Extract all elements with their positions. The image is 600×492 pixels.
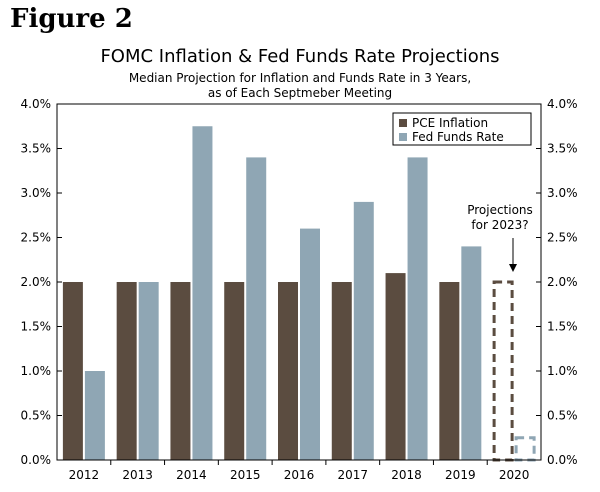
bar-fed-funds-rate-2016 xyxy=(300,228,320,460)
annotation-arrow-head xyxy=(509,264,517,272)
bar-fed-funds-rate-2012 xyxy=(84,371,105,460)
y-tick-label-right: 2.0% xyxy=(547,275,578,289)
bar-pce-inflation-2018 xyxy=(385,273,406,460)
bar-fed-funds-rate-2014 xyxy=(192,126,213,460)
x-tick-label-2016: 2016 xyxy=(284,468,315,482)
x-tick-label-2020: 2020 xyxy=(499,468,530,482)
bar-fed-funds-rate-2017 xyxy=(353,201,374,460)
x-tick-label-2019: 2019 xyxy=(445,468,476,482)
x-tick-label-2014: 2014 xyxy=(176,468,207,482)
projection-bar-fed-funds-rate xyxy=(514,436,536,462)
x-tick-label-2017: 2017 xyxy=(338,468,369,482)
y-tick-label-right: 1.0% xyxy=(547,364,578,378)
y-tick-label-left: 1.5% xyxy=(21,320,52,334)
x-tick-label-2013: 2013 xyxy=(122,468,153,482)
chart-title: FOMC Inflation & Fed Funds Rate Projecti… xyxy=(100,46,500,67)
y-tick-label-right: 1.5% xyxy=(547,320,578,334)
legend-box xyxy=(392,112,532,146)
x-tick-label-2015: 2015 xyxy=(230,468,261,482)
y-tick-label-left: 2.0% xyxy=(21,275,52,289)
y-tick-label-right: 3.0% xyxy=(547,186,578,200)
legend-label-pce-inflation: PCE Inflation xyxy=(412,116,488,130)
y-tick-label-right: 0.0% xyxy=(547,453,578,467)
chart-subtitle-line-1: Median Projection for Inflation and Fund… xyxy=(128,71,472,85)
bar-pce-inflation-2015 xyxy=(224,282,245,460)
chart-subtitle-line-2: as of Each Septmeber Meeting xyxy=(207,86,393,100)
projection-annotation: Projections for 2023? xyxy=(467,203,533,272)
y-tick-label-left: 4.0% xyxy=(21,97,52,111)
figure-label: Figure 2 xyxy=(10,4,133,34)
bar-pce-inflation-2013 xyxy=(116,282,137,460)
y-tick-label-left: 0.0% xyxy=(21,453,52,467)
bars-layer xyxy=(62,126,536,462)
bar-pce-inflation-2014 xyxy=(170,282,191,460)
bar-fed-funds-rate-2015 xyxy=(246,157,267,460)
bar-pce-inflation-2019 xyxy=(439,282,460,460)
y-tick-label-left: 1.0% xyxy=(21,364,52,378)
annotation-line-1: Projections xyxy=(467,203,533,217)
y-tick-label-right: 0.5% xyxy=(547,409,578,423)
bar-fed-funds-rate-2019 xyxy=(461,246,482,460)
bar-pce-inflation-2016 xyxy=(278,282,298,460)
y-tick-label-left: 0.5% xyxy=(21,409,52,423)
y-tick-label-left: 2.5% xyxy=(21,231,52,245)
x-tick-label-2012: 2012 xyxy=(69,468,100,482)
legend-swatch-fed-funds-rate xyxy=(399,133,407,141)
y-tick-label-right: 4.0% xyxy=(547,97,578,111)
y-tick-label-right: 3.5% xyxy=(547,142,578,156)
annotation-line-2: for 2023? xyxy=(471,218,528,232)
y-tick-label-left: 3.5% xyxy=(21,142,52,156)
legend-swatch-pce-inflation xyxy=(399,119,407,127)
legend-label-fed-funds-rate: Fed Funds Rate xyxy=(412,130,504,144)
ticks-layer: 0.0% 0.0% 0.5% 0.5% 1.0% 1.0% 1.5% 1.5% 2.0% 2.0%… xyxy=(21,97,578,482)
legend: PCE Inflation Fed Funds Rate xyxy=(392,112,532,146)
bar-fed-funds-rate-2018 xyxy=(407,157,428,460)
projection-bar-pce-inflation xyxy=(492,280,514,462)
bar-fed-funds-rate-2013 xyxy=(138,282,159,460)
bar-pce-inflation-2017 xyxy=(331,282,352,460)
bar-pce-inflation-2012 xyxy=(62,282,83,460)
x-tick-label-2018: 2018 xyxy=(391,468,422,482)
y-tick-label-left: 3.0% xyxy=(21,186,52,200)
y-tick-label-right: 2.5% xyxy=(547,231,578,245)
